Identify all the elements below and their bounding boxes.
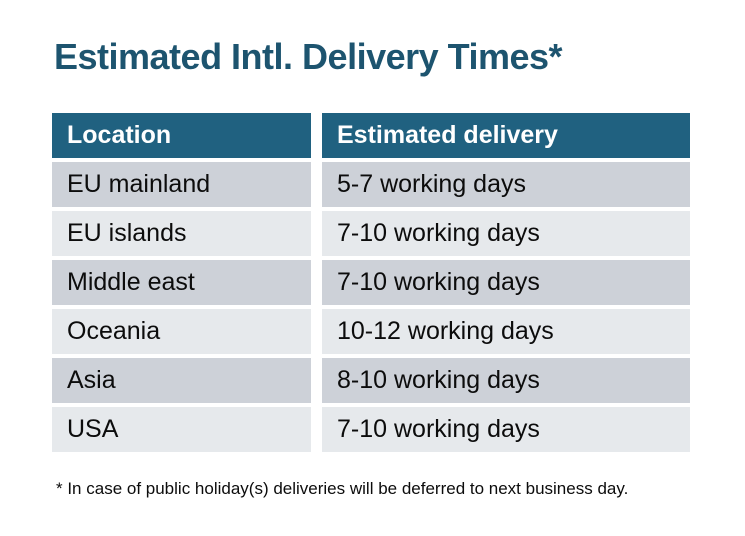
delivery-cell: 7-10 working days — [322, 407, 690, 452]
location-cell: USA — [52, 407, 311, 452]
column-header-estimated-delivery: Estimated delivery — [322, 113, 690, 158]
footnote: * In case of public holiday(s) deliverie… — [56, 479, 629, 498]
location-cell: Asia — [52, 358, 311, 403]
page-title: Estimated Intl. Delivery Times* — [54, 36, 563, 77]
location-cell: EU islands — [52, 211, 311, 256]
column-header-location: Location — [52, 113, 311, 158]
delivery-times-table: Location Estimated delivery EU mainland 5-7… — [52, 113, 690, 452]
location-cell: Middle east — [52, 260, 311, 305]
delivery-cell: 10-12 working days — [322, 309, 690, 354]
delivery-cell: 8-10 working days — [322, 358, 690, 403]
delivery-cell: 7-10 working days — [322, 211, 690, 256]
location-cell: EU mainland — [52, 162, 311, 207]
location-cell: Oceania — [52, 309, 311, 354]
delivery-cell: 7-10 working days — [322, 260, 690, 305]
delivery-cell: 5-7 working days — [322, 162, 690, 207]
